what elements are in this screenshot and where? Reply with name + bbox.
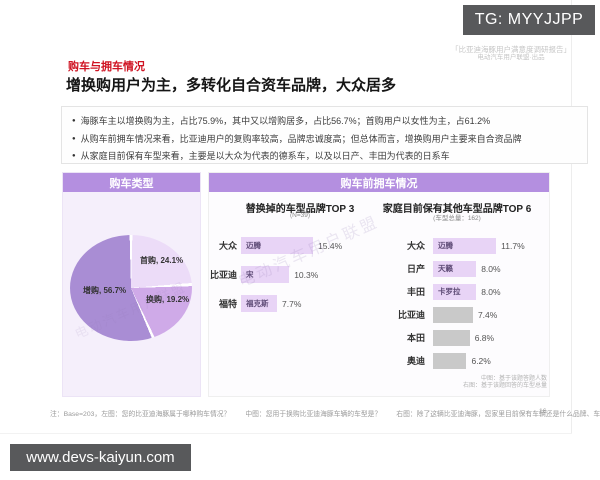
- model-label: 天籁: [438, 264, 453, 273]
- value-label: 7.4%: [477, 309, 498, 320]
- bullet-item: ● 从家庭目前保有车型来看，主要是以大众为代表的德系车，以及以日产、丰田为代表的…: [72, 148, 577, 166]
- page-number: 16: [539, 408, 547, 415]
- bar-row: 本田 6.8%: [381, 326, 525, 349]
- category-label: 本田: [406, 333, 425, 343]
- tg-contact-badge: TG: MYYJJPP: [463, 5, 595, 35]
- household-brands-chart-title: 家庭目前保有其他车型品牌TOP 6: [382, 204, 532, 215]
- bar: 迈腾: [241, 237, 314, 254]
- pre-purchase-panel-header: 购车前拥车情况: [209, 173, 549, 192]
- pie-slice-label: 增购, 56.7%: [83, 286, 127, 295]
- report-title-credit: 「比亚迪海豚用户满意度调研报告」: [451, 45, 571, 54]
- purchase-type-pie-chart: [70, 235, 192, 341]
- model-label: 迈腾: [438, 241, 453, 250]
- value-label: 8.0%: [481, 286, 501, 297]
- category-label: 比亚迪: [397, 310, 425, 320]
- footnote-mid: 中图：您用于换购比亚迪海豚车辆的车型是？: [245, 411, 382, 418]
- bar-row: 比亚迪 7.4%: [381, 303, 525, 326]
- category-label: 丰田: [406, 287, 425, 297]
- model-label: 福克斯: [246, 299, 269, 308]
- slide-bottom-edge: [0, 433, 572, 434]
- replaced-brands-bar-chart: 大众 迈腾 15.4% 比亚迪宋 10.3% 福特 福克斯 7.7%: [203, 231, 342, 318]
- category-label: 福特: [218, 299, 237, 309]
- bar: 福克斯: [241, 295, 278, 312]
- bar-row: 福特 福克斯 7.7%: [203, 289, 342, 318]
- report-publisher-credit: 电动汽车用户联盟·出品: [477, 54, 545, 61]
- model-label: 宋: [246, 270, 254, 279]
- purchase-type-panel-header: 购车类型: [63, 173, 200, 192]
- replaced-brands-chart-title: 替换掉的车型品牌TOP 3: [245, 204, 355, 215]
- bullet-item: ● 从购车前拥车情况来看，比亚迪用户的复购率较高，品牌忠诚度高；但总体而言，增换…: [72, 131, 577, 149]
- value-label: 15.4%: [318, 240, 343, 251]
- bar: 卡罗拉: [433, 283, 477, 300]
- bar: 迈腾: [433, 237, 497, 254]
- chart-basis-note: 中图：基于该题答题人数 右图：基于该题回答的车型总量: [345, 376, 547, 390]
- pie-slice-label: 首购, 24.1%: [140, 256, 184, 265]
- bullet-text: 海豚车主以增换购为主，占比75.9%，其中又以增购居多，占比56.7%；首购用户…: [80, 116, 491, 126]
- bar-row: 日产 天籁 8.0%: [381, 257, 525, 280]
- category-label: 大众: [218, 241, 237, 251]
- bar: [433, 306, 473, 323]
- section-tag: 购车与拥车情况: [68, 61, 145, 73]
- pie-slice-label: 换购, 19.2%: [146, 295, 190, 304]
- bar-row: 丰田 卡罗拉 8.0%: [381, 280, 525, 303]
- bar: [433, 352, 467, 369]
- footnote-right: 右图：除了这辆比亚迪海豚，您家里目前保有车辆还是什么品牌、车型？: [396, 411, 600, 418]
- category-label: 大众: [406, 241, 425, 251]
- value-label: 6.8%: [474, 332, 495, 343]
- bar: [433, 329, 470, 346]
- model-label: 卡罗拉: [438, 287, 461, 296]
- value-label: 8.0%: [481, 263, 501, 274]
- household-brands-chart-subtitle: (车型总量：162): [433, 215, 481, 222]
- bullet-dot-icon: ●: [72, 118, 76, 124]
- bullet-text: 从家庭目前保有车型来看，主要是以大众为代表的德系车，以及以日产、丰田为代表的日系…: [80, 151, 450, 161]
- footnote-left: 注：Base=203，左图：您的比亚迪海豚属于哪种购车情况？: [50, 411, 231, 418]
- bullet-text: 从购车前拥车情况来看，比亚迪用户的复购率较高，品牌忠诚度高；但总体而言，增换购用…: [80, 133, 522, 144]
- chart-basis-note-line1: 中图：基于该题答题人数: [480, 376, 547, 382]
- value-label: 7.7%: [282, 298, 302, 309]
- bar-row: 大众 迈腾 11.7%: [381, 234, 525, 257]
- category-label: 奥迪: [406, 356, 425, 366]
- category-label: 日产: [406, 264, 425, 274]
- bar-row: 比亚迪宋 10.3%: [203, 260, 342, 289]
- slide-right-edge: [571, 0, 572, 434]
- replaced-brands-chart-subtitle: (N=39): [289, 212, 311, 219]
- category-label: 比亚迪: [209, 270, 237, 280]
- bar: 宋: [241, 266, 290, 283]
- bar-row: 大众 迈腾 15.4%: [203, 231, 342, 260]
- value-label: 11.7%: [501, 240, 525, 251]
- bar: 天籁: [433, 260, 477, 277]
- bullet-dot-icon: ●: [72, 153, 76, 159]
- page-title: 增换购用户为主，多转化自合资车品牌，大众居多: [66, 77, 397, 94]
- report-credit: 「比亚迪海豚用户满意度调研报告」 电动汽车用户联盟·出品: [420, 45, 600, 62]
- bullet-item: ● 海豚车主以增换购为主，占比75.9%，其中又以增购居多，占比56.7%；首购…: [72, 113, 577, 131]
- bar-row: 奥迪 6.2%: [381, 349, 525, 372]
- model-label: 迈腾: [246, 241, 261, 250]
- value-label: 6.2%: [471, 355, 491, 366]
- survey-question-footnote: 注：Base=203，左图：您的比亚迪海豚属于哪种购车情况？ 中图：您用于换购比亚…: [50, 408, 600, 418]
- value-label: 10.3%: [294, 269, 319, 280]
- website-watermark-badge: www.devs-kaiyun.com: [10, 444, 191, 471]
- key-findings-box: ● 海豚车主以增换购为主，占比75.9%，其中又以增购居多，占比56.7%；首购…: [61, 106, 588, 164]
- bullet-dot-icon: ●: [72, 135, 76, 142]
- pre-purchase-ownership-panel: 购车前拥车情况: [208, 172, 550, 397]
- household-brands-bar-chart: 大众 迈腾 11.7% 日产 天籁 8.0% 丰田 卡罗拉 8.0% 比亚迪 7.4% 本田 6.8% 奥…: [381, 234, 525, 372]
- chart-basis-note-line2: 右图：基于该题回答的车型总量: [462, 383, 547, 389]
